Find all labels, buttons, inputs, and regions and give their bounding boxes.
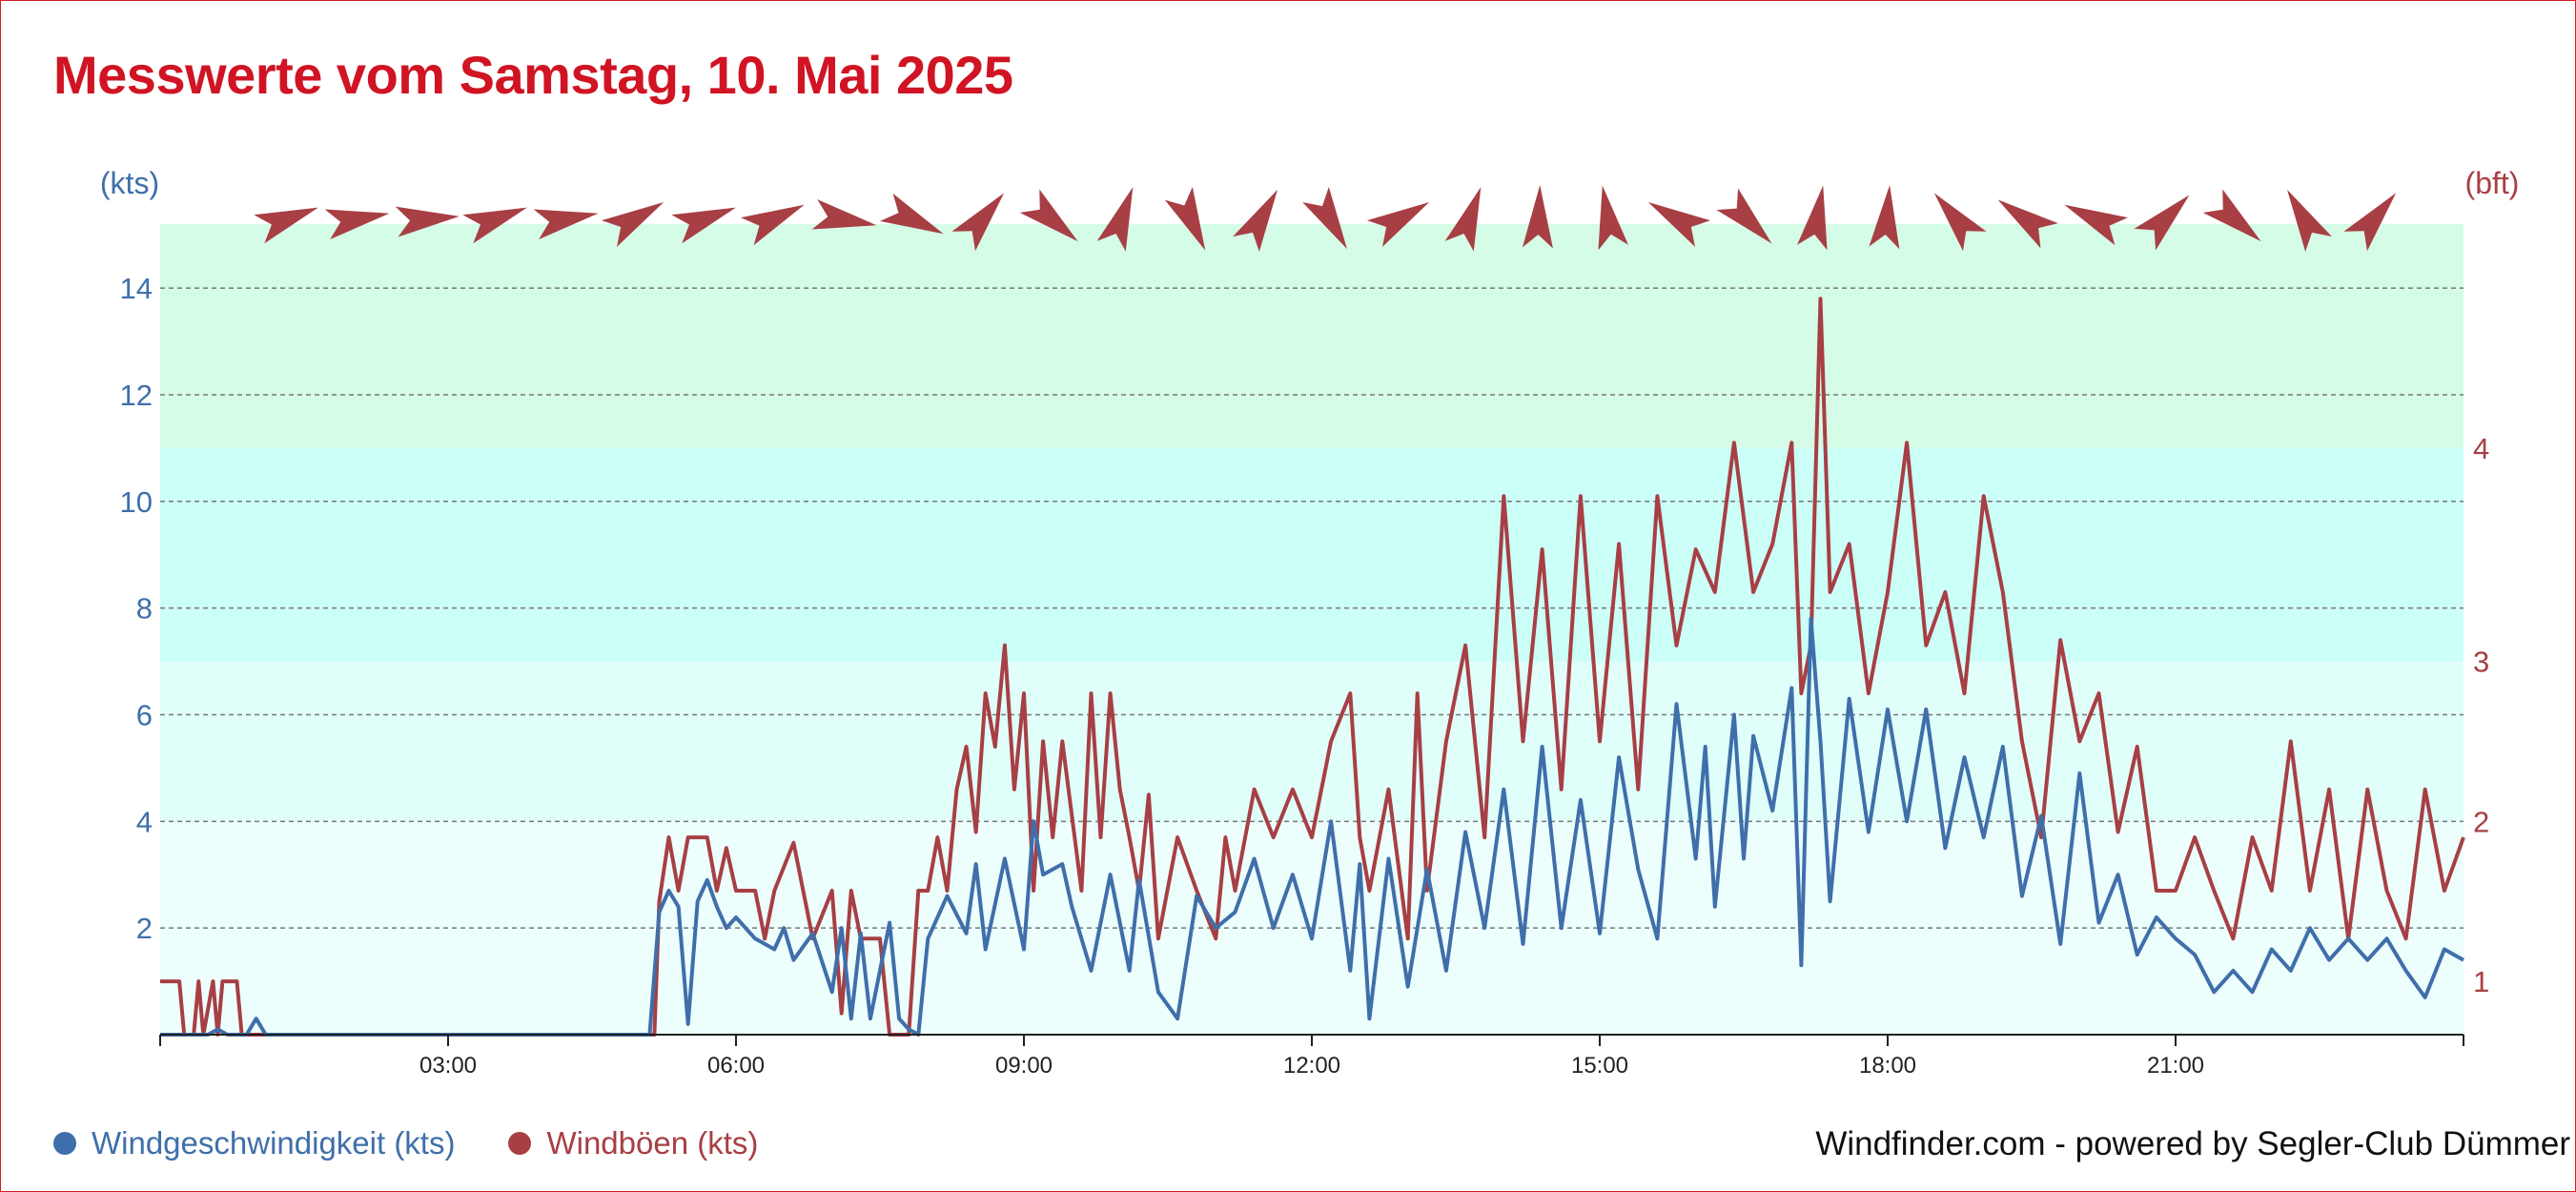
legend-marker-speed [53,1132,76,1155]
wind-direction-arrow-icon [951,193,1005,252]
right-tick-label: 1 [2473,965,2489,998]
series-line-gusts [160,297,2465,1037]
right-axis-unit-label: (bft) [2465,166,2520,200]
wind-direction-arrow-icon [811,199,877,230]
left-tick-label: 12 [120,379,153,412]
wind-direction-arrow-icon [2134,195,2190,251]
right-tick-label: 2 [2473,805,2489,838]
wind-direction-arrow-icon [1797,185,1828,251]
x-tick-label: 12:00 [1283,1053,1340,1079]
wind-direction-arrow-icon [1522,185,1553,249]
band-2 [160,447,2464,662]
wind-direction-arrow-icon [1997,199,2058,249]
legend-label-gusts: Windböen (kts) [546,1125,759,1161]
series-line-speed [160,616,2464,1037]
wind-direction-arrow-icon [395,206,460,237]
legend-item-speed[interactable]: Windgeschwindigkeit (kts) [53,1125,455,1161]
legend-label-speed: Windgeschwindigkeit (kts) [92,1125,456,1161]
wind-direction-arrow-icon [324,209,390,239]
wind-direction-arrow-icon [533,209,599,239]
wind-direction-arrow-icon [1598,185,1628,251]
left-tick-label: 6 [136,698,153,731]
left-tick-label: 4 [136,805,153,838]
wind-direction-arrow-icon [1444,187,1482,252]
legend-item-gusts[interactable]: Windböen (kts) [508,1125,758,1161]
x-tick-label: 21:00 [2147,1053,2204,1079]
wind-direction-arrow-icon [1233,189,1278,252]
wind-direction-arrow-icon [741,204,805,246]
right-tick-label: 4 [2473,432,2489,465]
wind-direction-row [254,185,2397,252]
wind-direction-arrow-icon [602,202,664,247]
x-tick-label: 03:00 [419,1053,477,1079]
x-tick-label: 09:00 [995,1053,1053,1079]
chart-legend: Windgeschwindigkeit (kts) Windböen (kts) [53,1125,811,1161]
x-tick-label: 06:00 [707,1053,765,1079]
legend-marker-gusts [508,1132,532,1155]
right-tick-label: 3 [2473,646,2489,679]
wind-direction-arrow-icon [462,207,527,244]
left-tick-label: 14 [120,272,153,305]
wind-direction-arrow-icon [1096,187,1134,252]
wind-direction-arrow-icon [1647,202,1710,247]
wind-direction-arrow-icon [880,193,944,235]
left-tick-label: 8 [136,592,153,626]
left-tick-label: 2 [136,912,153,945]
series-lines [160,297,2465,1037]
wind-direction-arrow-icon [671,207,736,244]
wind-direction-arrow-icon [254,207,318,244]
band-3 [160,224,2464,448]
wind-direction-arrow-icon [2343,193,2397,252]
wind-direction-arrow-icon [1164,187,1206,251]
wind-direction-arrow-icon [2202,189,2261,242]
wind-direction-arrow-icon [1933,193,1987,252]
source-credit: Windfinder.com - powered by Segler-Club … [1815,1125,2570,1162]
beaufort-bands [160,224,2464,1035]
left-axis-unit-label: (kts) [100,166,159,200]
wind-direction-arrow-icon [1869,185,1900,250]
wind-direction-arrow-icon [2287,189,2332,252]
wind-direction-arrow-icon [2064,204,2128,246]
wind-direction-arrow-icon [1302,187,1347,250]
wind-direction-arrow-icon [1019,189,1078,242]
x-tick-label: 18:00 [1859,1053,1916,1079]
chart-title: Messwerte vom Samstag, 10. Mai 2025 [53,45,1013,105]
wind-direction-arrow-icon [1716,188,1772,244]
x-tick-label: 15:00 [1571,1053,1628,1079]
band-1 [160,661,2464,822]
wind-direction-arrow-icon [1367,202,1430,247]
left-tick-label: 10 [120,485,153,519]
